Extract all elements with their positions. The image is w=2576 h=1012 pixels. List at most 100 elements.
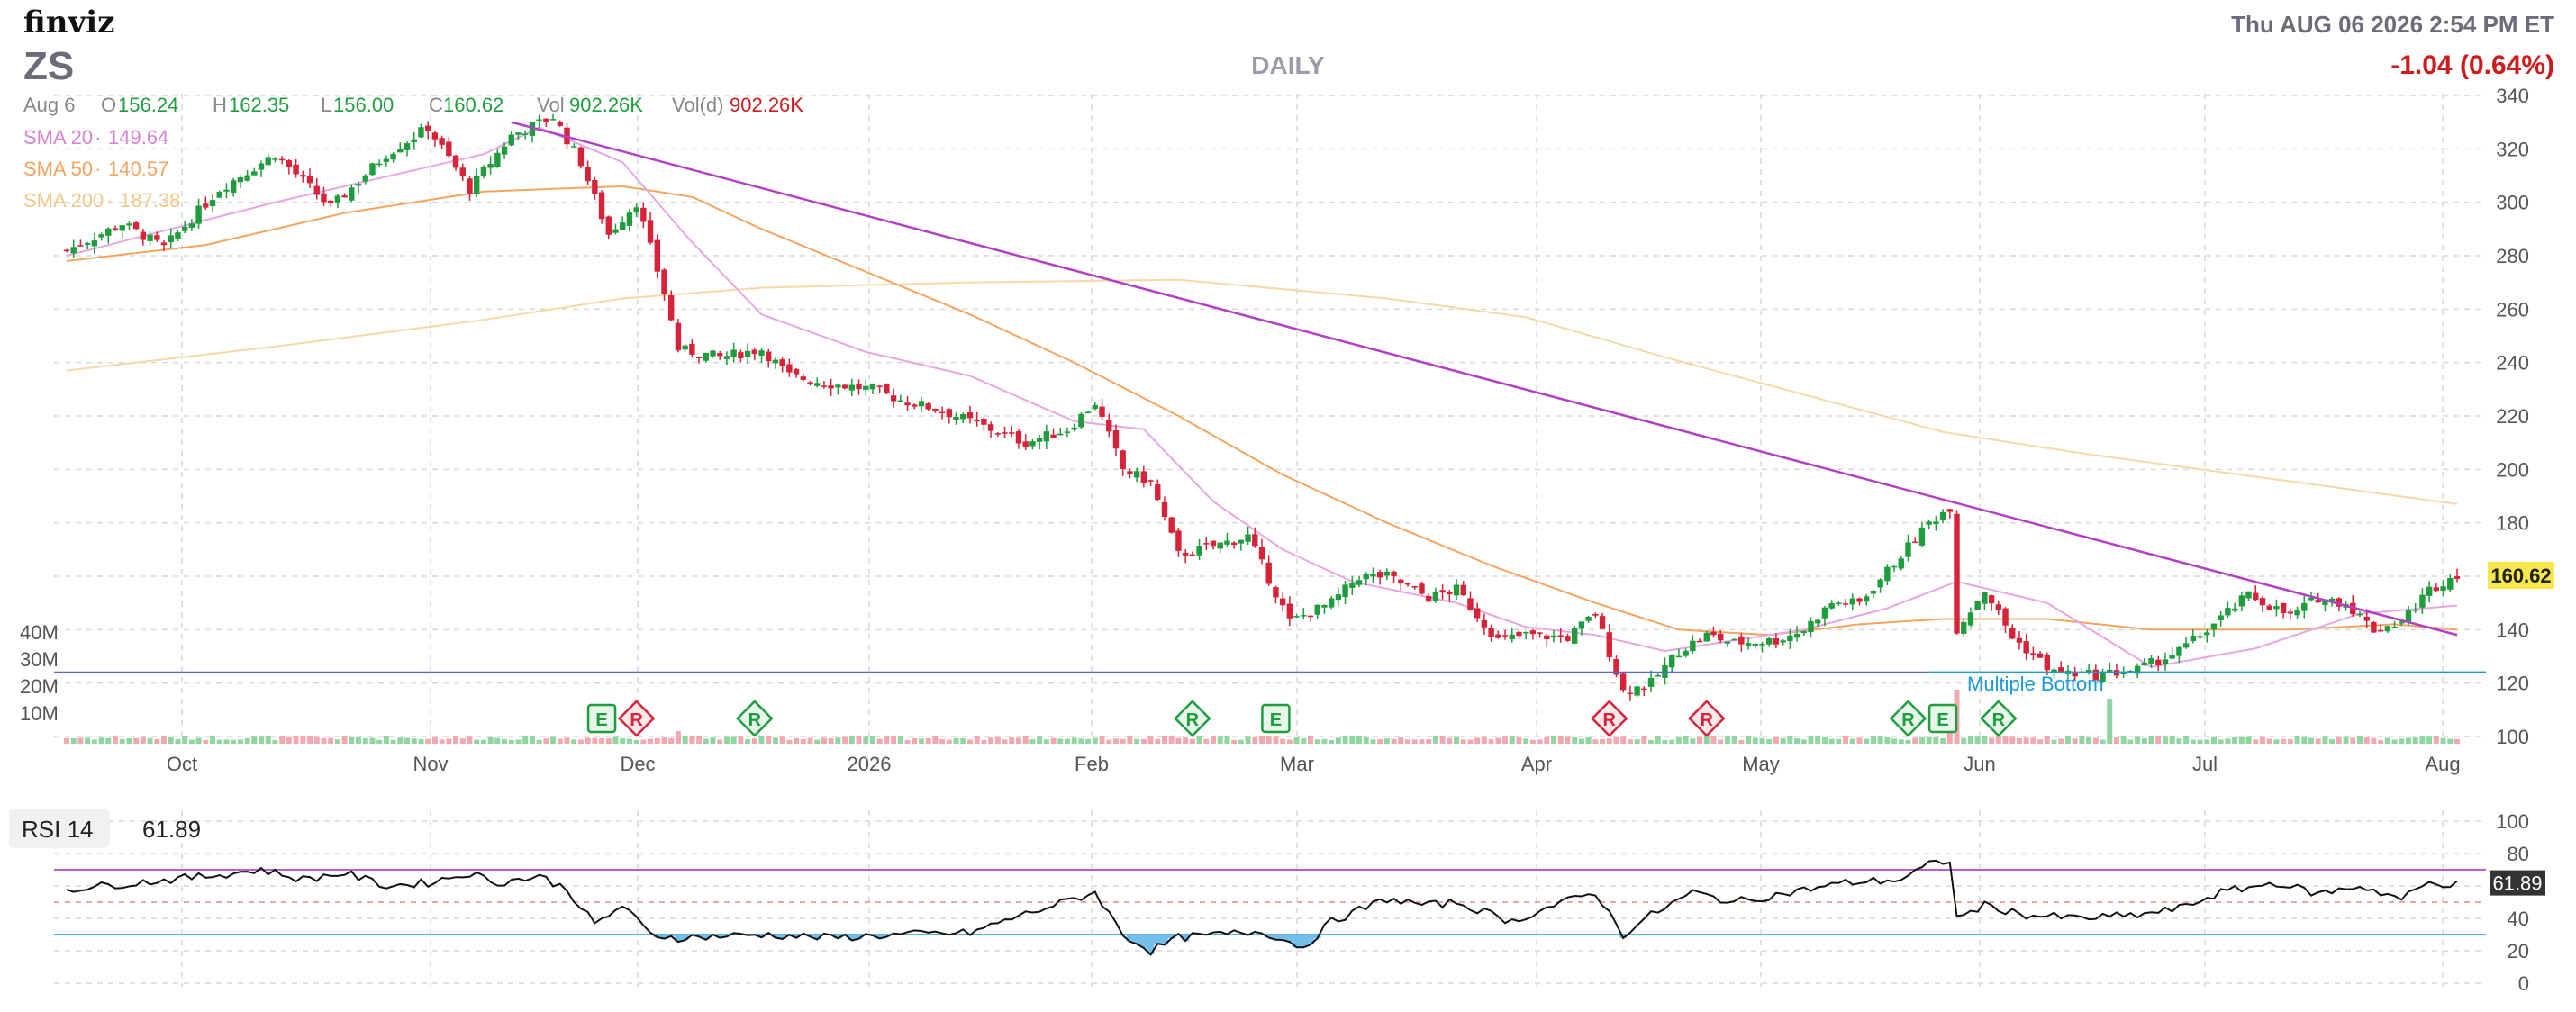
volume-bar <box>1843 736 1849 744</box>
candle <box>717 353 723 357</box>
sma20-label: SMA 20 <box>23 126 93 149</box>
candle <box>966 412 974 419</box>
volume-bar <box>1870 736 1876 744</box>
timestamp: Thu AUG 06 2026 2:54 PM ET <box>2231 11 2554 38</box>
volume-bar <box>1600 739 1606 744</box>
volume-bar <box>1112 738 1119 744</box>
volume-bar <box>1183 736 1189 744</box>
volume-bar <box>689 736 695 744</box>
period-label[interactable]: DAILY <box>1251 51 1325 79</box>
candle <box>1203 543 1210 545</box>
pattern-label[interactable]: Multiple Bottom <box>1967 673 2104 695</box>
volume-bar <box>1759 737 1765 744</box>
event-marker-label: R <box>748 710 762 730</box>
volume-bar <box>175 738 181 744</box>
volume-bar <box>244 737 250 744</box>
y-tick-label: 200 <box>2496 458 2529 481</box>
sma-50-line <box>66 185 2458 637</box>
volume-bar <box>1995 736 2001 744</box>
volume-bar <box>1147 736 1154 744</box>
sma-legend[interactable]: SMA 20 · 149.64 SMA 50 · 140.57 SMA 200 … <box>23 126 180 212</box>
volume-bar <box>1356 736 1363 744</box>
candle <box>230 180 237 194</box>
rsi-tick-label: 80 <box>2508 843 2529 865</box>
rating-marker <box>617 700 656 737</box>
volume-bar <box>1523 738 1529 744</box>
candle <box>897 400 904 402</box>
candle <box>1286 603 1293 619</box>
volume-bar <box>1690 738 1696 744</box>
finviz-logo[interactable]: finviz <box>23 5 114 41</box>
candle <box>355 184 362 186</box>
candle <box>869 384 876 390</box>
candle <box>2107 669 2113 672</box>
volume-bar <box>1946 727 1953 744</box>
candle <box>807 382 813 384</box>
volume-bar <box>2009 736 2016 744</box>
candlesticks[interactable] <box>63 113 2461 701</box>
candle <box>939 411 946 414</box>
rsi-value-tag <box>2490 870 2545 896</box>
candle <box>1474 608 1481 619</box>
volume-bar <box>2218 739 2224 744</box>
candle <box>884 384 890 393</box>
candle <box>2036 653 2044 658</box>
candle <box>501 146 508 155</box>
volume-bar <box>807 737 813 744</box>
rsi-header[interactable]: RSI 14 61.89 <box>9 809 201 848</box>
rsi-tick-label: 40 <box>2508 908 2529 930</box>
candle <box>132 222 140 230</box>
candle <box>1460 584 1466 596</box>
candle <box>1982 592 1988 604</box>
candle <box>1447 592 1453 595</box>
volume-bar <box>188 739 195 744</box>
candle <box>1022 441 1029 447</box>
event-marker-label: R <box>1992 710 2006 730</box>
candle <box>1967 612 1974 626</box>
volume-bar <box>891 736 897 744</box>
candle <box>1738 636 1745 645</box>
volume-bar <box>1474 737 1481 744</box>
sma-20-line <box>66 126 2458 668</box>
candle <box>1690 640 1696 652</box>
rsi-line <box>66 859 2458 956</box>
volume-bar <box>1495 737 1501 744</box>
volume-bar <box>1460 739 1466 744</box>
volume-bar <box>1815 736 1821 744</box>
volume-tick-label: 30M <box>20 648 59 671</box>
sma50-sep: · <box>95 158 101 180</box>
candle <box>1619 673 1627 691</box>
volume-bar <box>2336 736 2342 744</box>
candle <box>2176 646 2182 656</box>
rating-marker <box>1980 700 2018 737</box>
event-marker-label: E <box>1937 710 1948 730</box>
vold-value: 902.26K <box>730 94 803 116</box>
candle <box>244 175 250 181</box>
volume-bar <box>2329 738 2336 744</box>
sma200-label: SMA 200 <box>23 189 104 212</box>
candle <box>2253 592 2259 601</box>
volume-bar <box>1544 736 1550 744</box>
candle <box>654 239 660 272</box>
volume-bar <box>216 739 222 744</box>
candle <box>703 352 709 361</box>
volume-bar <box>1787 736 1793 744</box>
x-tick-label: Apr <box>1521 753 1552 775</box>
candle <box>1529 630 1537 635</box>
volume-bar <box>369 737 376 744</box>
candle <box>2301 602 2308 611</box>
candle <box>390 154 396 160</box>
candle <box>1363 574 1369 580</box>
candle <box>953 416 959 420</box>
rating-marker <box>1889 700 1927 737</box>
volume-bar <box>390 739 396 744</box>
candle <box>1557 635 1564 637</box>
candle <box>1550 635 1557 638</box>
volume-bar <box>2037 739 2044 744</box>
volume-bar <box>2433 736 2439 744</box>
candle <box>2399 621 2405 624</box>
rsi-panel: 02040608010061.89 <box>54 810 2545 995</box>
candle <box>522 133 529 135</box>
